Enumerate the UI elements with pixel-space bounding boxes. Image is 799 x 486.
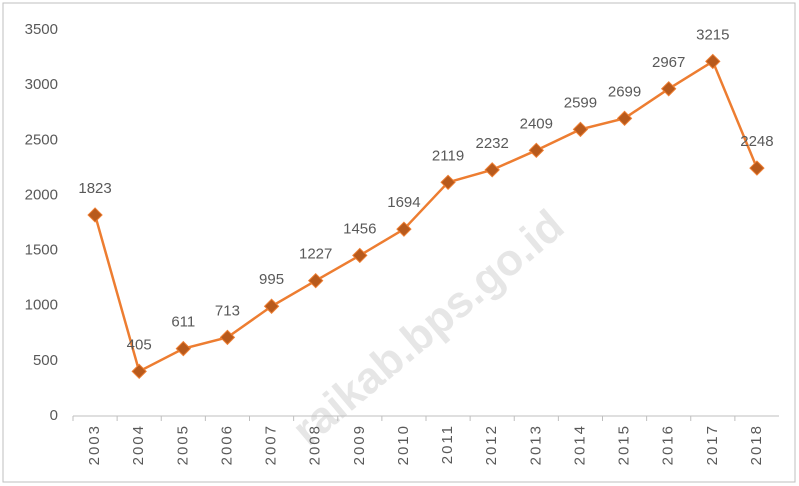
data-label: 2409 bbox=[520, 115, 553, 132]
x-tick-label: 2011 bbox=[439, 424, 456, 464]
y-tick-label: 3000 bbox=[25, 76, 58, 93]
marker bbox=[352, 247, 368, 264]
y-tick-label: 500 bbox=[33, 352, 58, 369]
y-tick-label: 2000 bbox=[25, 186, 58, 203]
y-tick-label: 2500 bbox=[25, 131, 58, 148]
x-tick-label: 2013 bbox=[527, 424, 544, 465]
data-label: 3215 bbox=[696, 26, 729, 43]
line bbox=[93, 59, 759, 374]
data-label: 405 bbox=[127, 336, 152, 353]
marker bbox=[396, 221, 412, 237]
marker bbox=[175, 340, 192, 357]
marker bbox=[87, 207, 103, 223]
data-label: 995 bbox=[259, 271, 284, 288]
data-label: 2119 bbox=[432, 147, 464, 164]
data-label: 713 bbox=[215, 302, 240, 319]
marker bbox=[572, 121, 589, 138]
data-label: 2599 bbox=[564, 94, 597, 111]
x-tick-label: 2006 bbox=[218, 424, 235, 465]
data-label: 2699 bbox=[608, 83, 641, 100]
y-tick-label: 1500 bbox=[25, 242, 58, 259]
y-tick-label: 3500 bbox=[25, 21, 58, 38]
data-label: 1456 bbox=[343, 220, 376, 237]
data-label: 2232 bbox=[476, 135, 509, 152]
x-tick-label: 2015 bbox=[616, 424, 633, 465]
marker bbox=[660, 81, 677, 97]
x-tick-label: 2005 bbox=[174, 424, 191, 465]
marker bbox=[307, 272, 324, 289]
x-tick-label: 2014 bbox=[571, 424, 588, 465]
x-tick-label: 2010 bbox=[395, 424, 412, 465]
x-tick-label: 2012 bbox=[483, 424, 500, 465]
x-tick-label: 2016 bbox=[660, 424, 677, 465]
x-tick-label: 2018 bbox=[748, 424, 765, 465]
marker bbox=[440, 174, 456, 191]
x-tick-label: 2008 bbox=[307, 424, 324, 465]
data-label: 1227 bbox=[299, 246, 332, 263]
data-label: 611 bbox=[171, 314, 195, 331]
x-tick-label: 2017 bbox=[704, 424, 721, 465]
data-label: 1694 bbox=[387, 194, 420, 211]
marker bbox=[749, 160, 765, 176]
marker bbox=[484, 162, 500, 178]
marker bbox=[219, 329, 236, 346]
data-label: 2967 bbox=[652, 54, 685, 71]
data-label: 2248 bbox=[740, 133, 773, 150]
marker bbox=[705, 53, 721, 70]
y-tick-label: 0 bbox=[50, 407, 58, 424]
x-tick-label: 2009 bbox=[351, 424, 368, 465]
marker bbox=[528, 142, 545, 159]
marker bbox=[263, 298, 280, 314]
x-tick-label: 2007 bbox=[263, 424, 280, 465]
marker bbox=[616, 110, 633, 127]
marker bbox=[131, 363, 147, 380]
data-label: 1823 bbox=[78, 180, 111, 197]
x-tick-label: 2004 bbox=[130, 424, 147, 465]
y-tick-label: 1000 bbox=[25, 297, 58, 314]
x-tick-label: 2003 bbox=[86, 424, 103, 465]
